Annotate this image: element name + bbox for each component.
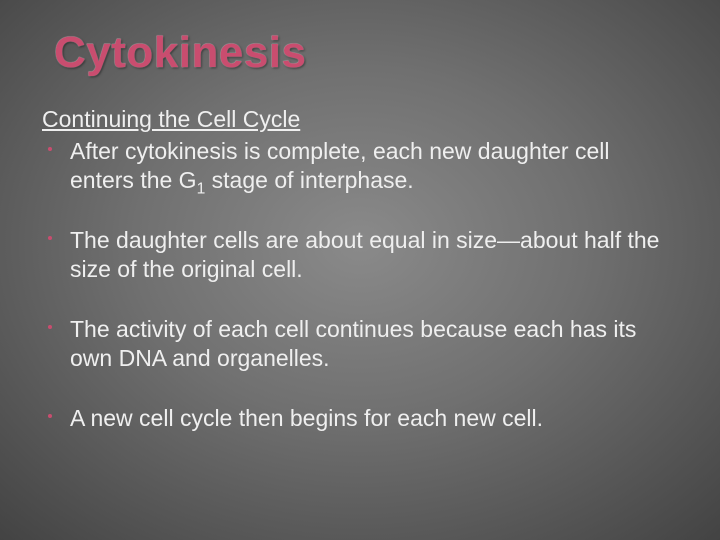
list-item: The daughter cells are about equal in si…	[42, 226, 678, 285]
list-item-text-pre: A new cell cycle then begins for each ne…	[70, 405, 543, 431]
bullet-icon	[48, 325, 52, 329]
bullet-icon	[48, 147, 52, 151]
list-item-subscript: 1	[197, 181, 206, 198]
list-item: After cytokinesis is complete, each new …	[42, 137, 678, 196]
bullet-icon	[48, 414, 52, 418]
slide-subtitle: Continuing the Cell Cycle	[42, 106, 678, 133]
list-item-text-pre: The activity of each cell continues beca…	[70, 316, 636, 371]
bullet-list: After cytokinesis is complete, each new …	[42, 137, 678, 433]
list-item: The activity of each cell continues beca…	[42, 315, 678, 374]
list-item: A new cell cycle then begins for each ne…	[42, 404, 678, 433]
slide-title: Cytokinesis	[54, 28, 678, 78]
bullet-icon	[48, 236, 52, 240]
list-item-text-pre: The daughter cells are about equal in si…	[70, 227, 659, 282]
list-item-text-post: stage of interphase.	[205, 167, 413, 193]
